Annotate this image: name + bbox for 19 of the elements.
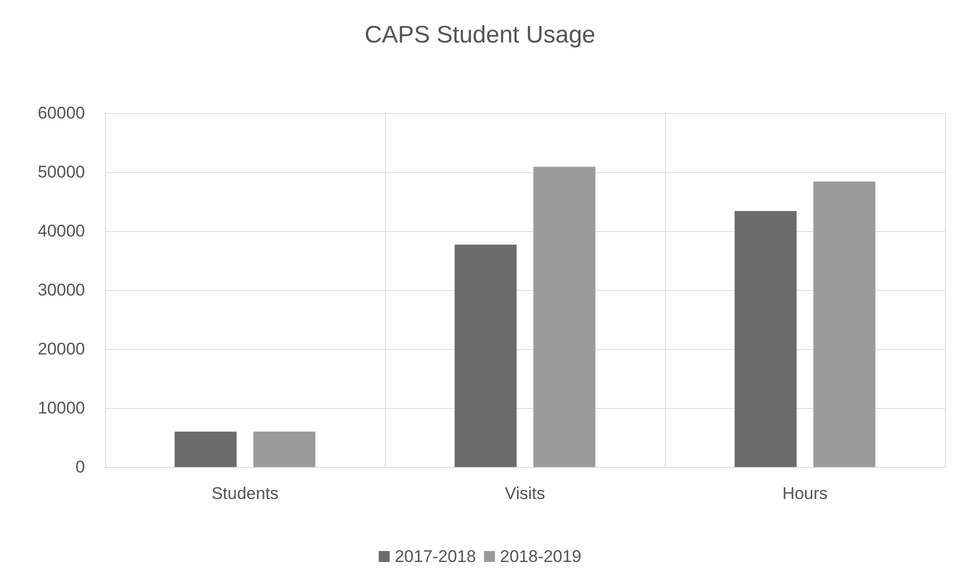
- x-tick-label: Visits: [504, 484, 546, 503]
- x-tick-label: Students: [211, 484, 279, 503]
- y-tick-label: 40000: [38, 222, 85, 240]
- x-tick-label: Hours: [782, 484, 828, 503]
- y-tick-label: 10000: [38, 398, 85, 418]
- y-tick-label: 30000: [38, 280, 85, 300]
- bar: [813, 181, 876, 467]
- y-tick-label: 50000: [38, 162, 85, 182]
- bar: [734, 210, 797, 467]
- y-tick-label: 0: [76, 458, 85, 476]
- y-tick-label: 20000: [38, 340, 85, 358]
- bar: [533, 166, 596, 467]
- bar: [253, 432, 316, 467]
- bar: [174, 432, 237, 467]
- bar: [454, 244, 517, 467]
- chart-title: CAPS Student Usage: [364, 22, 596, 48]
- y-tick-label: 60000: [38, 104, 85, 122]
- legend-label: 2018-2019: [500, 547, 582, 566]
- legend-label: 2017-2018: [394, 547, 476, 566]
